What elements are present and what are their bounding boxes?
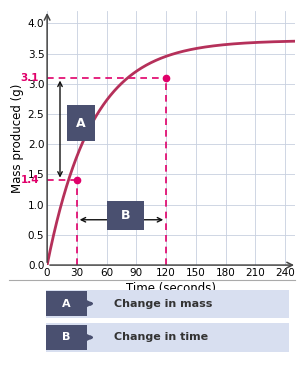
Text: Change in mass: Change in mass [114, 299, 212, 309]
FancyBboxPatch shape [46, 291, 87, 316]
Text: Change in time: Change in time [114, 332, 208, 343]
FancyBboxPatch shape [107, 201, 144, 230]
FancyBboxPatch shape [46, 325, 87, 350]
Text: 1.4: 1.4 [21, 176, 39, 185]
FancyBboxPatch shape [46, 290, 289, 318]
FancyBboxPatch shape [67, 105, 95, 141]
Text: A: A [62, 299, 71, 309]
Text: 3.1: 3.1 [21, 73, 39, 83]
FancyBboxPatch shape [46, 323, 289, 352]
Text: A: A [76, 117, 86, 130]
Text: B: B [62, 332, 71, 343]
Text: B: B [121, 209, 130, 222]
X-axis label: Time (seconds): Time (seconds) [126, 282, 216, 295]
Y-axis label: Mass produced (g): Mass produced (g) [11, 83, 23, 193]
